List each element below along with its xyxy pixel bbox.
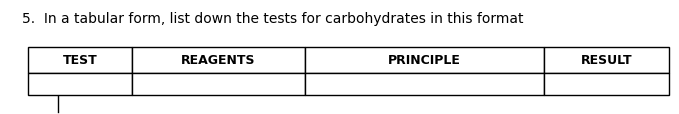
- Text: TEST: TEST: [62, 54, 98, 67]
- Text: RESULT: RESULT: [581, 54, 632, 67]
- Bar: [544, 73, 669, 95]
- Bar: [304, 73, 544, 95]
- Bar: [132, 73, 304, 95]
- Text: PRINCIPLE: PRINCIPLE: [388, 54, 460, 67]
- Bar: [132, 48, 304, 73]
- Bar: [544, 48, 669, 73]
- Text: REAGENTS: REAGENTS: [181, 54, 255, 67]
- Text: 5.  In a tabular form, list down the tests for carbohydrates in this format: 5. In a tabular form, list down the test…: [22, 12, 524, 26]
- Bar: [304, 48, 544, 73]
- Bar: [28, 73, 132, 95]
- Bar: [28, 48, 132, 73]
